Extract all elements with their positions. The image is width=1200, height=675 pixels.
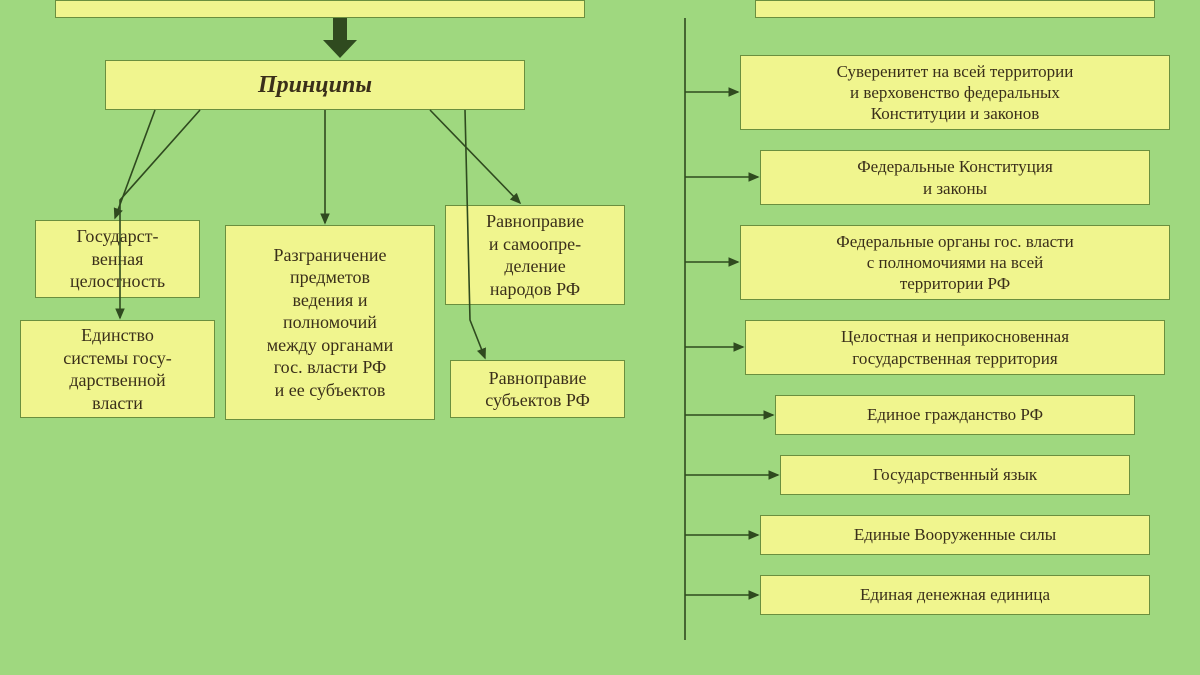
sign-1: Суверенитет на всей территориии верховен…	[740, 55, 1170, 130]
principles-label: Принципы	[258, 70, 372, 100]
sign-2-text: Федеральные Конституцияи законы	[857, 156, 1053, 199]
principle-2-text: Единствосистемы госу-дарственнойвласти	[63, 324, 172, 414]
sign-3-text: Федеральные органы гос. властис полномоч…	[836, 231, 1073, 295]
principle-3: Разграничениепредметовведения иполномочи…	[225, 225, 435, 420]
arrow-top-to-principles	[323, 18, 357, 58]
edge-p4	[430, 110, 520, 203]
principle-5: Равноправиесубъектов РФ	[450, 360, 625, 418]
right-header-box	[755, 0, 1155, 18]
sign-6: Государственный язык	[780, 455, 1130, 495]
sign-1-text: Суверенитет на всей территориии верховен…	[837, 61, 1074, 125]
sign-4-text: Целостная и неприкосновеннаягосударствен…	[841, 326, 1069, 369]
principle-1: Государст-веннаяцелостность	[35, 220, 200, 298]
sign-8: Единая денежная единица	[760, 575, 1150, 615]
sign-7-text: Единые Вооруженные силы	[854, 524, 1056, 545]
principle-4: Равноправиеи самоопре-делениенародов РФ	[445, 205, 625, 305]
principle-5-text: Равноправиесубъектов РФ	[485, 367, 590, 412]
sign-7: Единые Вооруженные силы	[760, 515, 1150, 555]
sign-4: Целостная и неприкосновеннаягосударствен…	[745, 320, 1165, 375]
sign-5: Единое гражданство РФ	[775, 395, 1135, 435]
principle-3-text: Разграничениепредметовведения иполномочи…	[267, 244, 394, 402]
sign-3: Федеральные органы гос. властис полномоч…	[740, 225, 1170, 300]
sign-6-text: Государственный язык	[873, 464, 1037, 485]
principle-1-text: Государст-веннаяцелостность	[70, 225, 165, 293]
principle-2: Единствосистемы госу-дарственнойвласти	[20, 320, 215, 418]
sign-8-text: Единая денежная единица	[860, 584, 1050, 605]
sign-2: Федеральные Конституцияи законы	[760, 150, 1150, 205]
left-top-box	[55, 0, 585, 18]
principle-4-text: Равноправиеи самоопре-делениенародов РФ	[486, 210, 584, 300]
sign-5-text: Единое гражданство РФ	[867, 404, 1043, 425]
edge-p1	[115, 110, 155, 218]
principles-box: Принципы	[105, 60, 525, 110]
